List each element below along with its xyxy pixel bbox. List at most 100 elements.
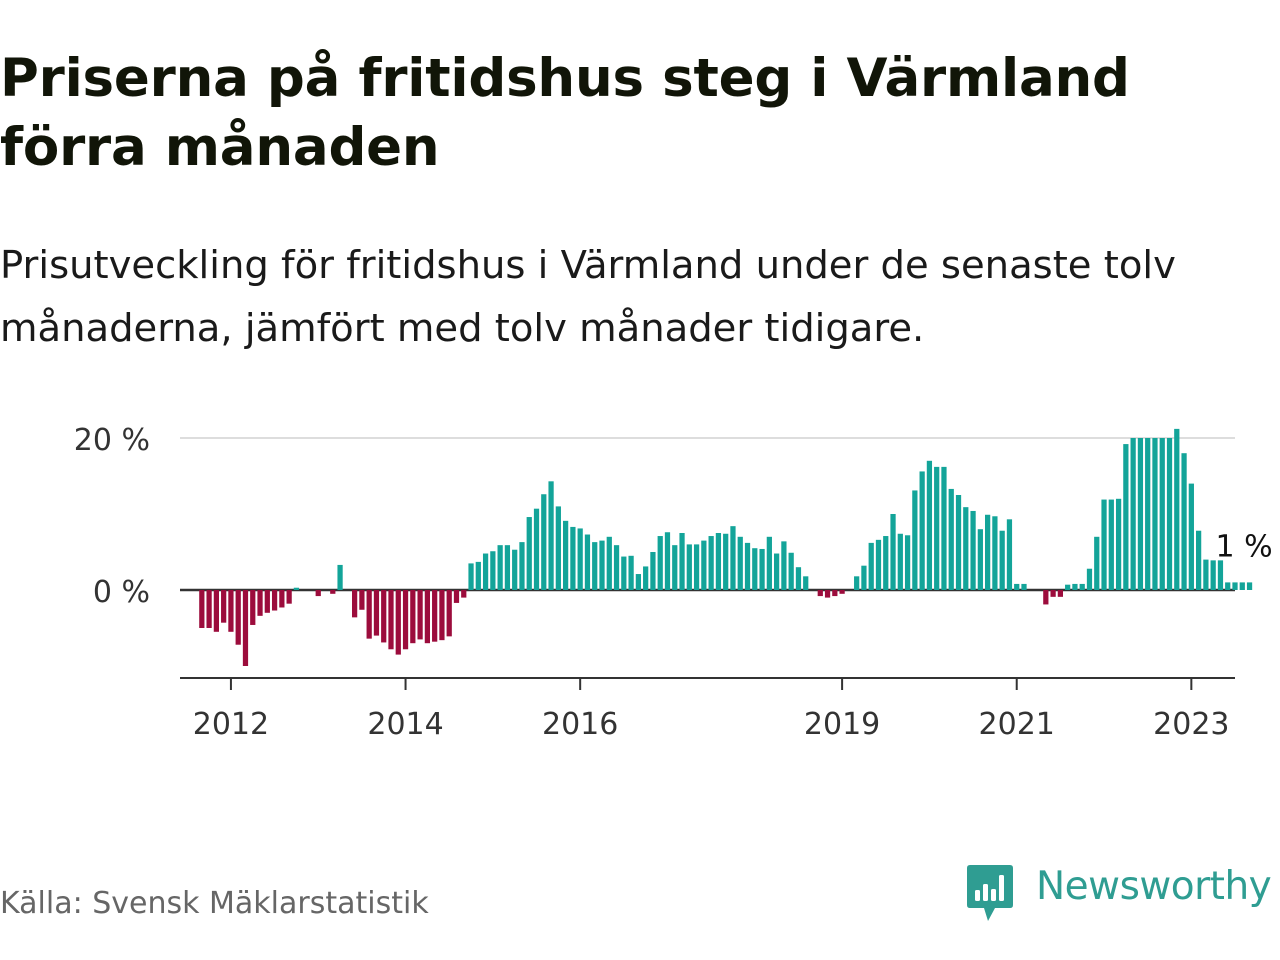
bar xyxy=(206,590,212,628)
bar xyxy=(570,526,576,590)
bar xyxy=(701,540,707,590)
bar xyxy=(352,590,358,618)
bar xyxy=(533,508,540,590)
bar xyxy=(439,590,445,641)
bar xyxy=(315,590,321,597)
bar xyxy=(897,533,903,590)
y-tick-label: 0 % xyxy=(93,575,150,610)
bar xyxy=(1188,483,1194,590)
bar xyxy=(999,530,1005,590)
bar xyxy=(708,536,714,590)
chart-title: Priserna på fritidshus steg i Värmland f… xyxy=(0,48,1130,178)
bar xyxy=(242,590,249,666)
bar xyxy=(359,590,365,610)
brand-logo[interactable]: Newsworthy xyxy=(964,862,1272,926)
bar xyxy=(1072,583,1078,590)
bar xyxy=(824,590,831,598)
bar xyxy=(453,590,460,603)
bar xyxy=(766,536,772,590)
bar xyxy=(504,545,511,590)
bar xyxy=(774,553,780,590)
bar xyxy=(948,488,954,590)
bar xyxy=(235,590,241,645)
bar xyxy=(904,535,911,590)
bar xyxy=(1086,568,1093,590)
bar xyxy=(490,551,496,590)
bar xyxy=(1079,583,1085,590)
bar xyxy=(199,590,205,628)
bar xyxy=(934,466,940,590)
bar xyxy=(381,590,387,643)
bar xyxy=(563,520,569,590)
bar xyxy=(395,590,401,655)
bar xyxy=(985,514,991,590)
bar xyxy=(839,590,845,594)
bar xyxy=(1203,559,1209,590)
brand-name: Newsworthy xyxy=(1036,864,1272,909)
chart-subtitle: Prisutveckling för fritidshus i Värmland… xyxy=(0,243,1176,351)
bar xyxy=(1210,560,1216,590)
bar xyxy=(1108,499,1114,590)
x-tick-label: 2019 xyxy=(804,707,880,742)
bar xyxy=(388,590,394,650)
bar xyxy=(337,564,343,590)
bar xyxy=(832,590,838,597)
bar xyxy=(643,566,649,590)
bar xyxy=(875,539,882,590)
bar xyxy=(970,510,976,590)
bar xyxy=(432,590,438,642)
bar xyxy=(293,587,300,590)
bar xyxy=(1217,560,1224,590)
bar xyxy=(373,590,380,636)
bar xyxy=(817,590,823,597)
bar xyxy=(854,576,860,590)
bar xyxy=(417,590,423,640)
bar xyxy=(461,590,467,598)
bar xyxy=(730,526,736,590)
bar xyxy=(737,536,743,590)
bar xyxy=(512,549,518,590)
bar xyxy=(963,507,969,590)
bar xyxy=(621,556,627,590)
bar xyxy=(279,590,285,608)
bar xyxy=(1065,584,1071,590)
bar xyxy=(599,540,605,590)
x-tick-label: 2016 xyxy=(542,707,618,742)
bar xyxy=(1145,438,1151,590)
bar xyxy=(1115,498,1122,590)
source-note: Källa: Svensk Mäklarstatistik xyxy=(0,886,429,921)
bar xyxy=(257,590,263,616)
newsworthy-logo-icon xyxy=(967,865,1013,921)
bar xyxy=(883,536,889,590)
bar xyxy=(1159,438,1165,590)
bar xyxy=(1232,582,1238,590)
x-tick-label: 2021 xyxy=(979,707,1055,742)
bar xyxy=(912,490,918,590)
bar xyxy=(744,542,751,590)
bar xyxy=(1166,438,1173,590)
bar xyxy=(664,532,671,590)
bar xyxy=(650,552,656,590)
bar xyxy=(1006,519,1013,590)
bar xyxy=(1123,444,1129,590)
bar xyxy=(679,533,685,590)
bar xyxy=(613,545,620,590)
bar xyxy=(264,590,270,613)
bar xyxy=(468,563,474,590)
bar xyxy=(955,495,962,590)
bar xyxy=(657,536,663,590)
bar xyxy=(1050,590,1056,597)
bar xyxy=(672,545,678,590)
bar xyxy=(992,516,998,590)
bar xyxy=(250,590,256,625)
bar xyxy=(803,576,809,590)
bar xyxy=(919,471,925,590)
bar xyxy=(475,561,481,590)
bar xyxy=(228,590,234,632)
bar xyxy=(1094,536,1100,590)
bar xyxy=(213,590,219,632)
bar xyxy=(1043,590,1049,605)
bar xyxy=(286,590,292,604)
bar xyxy=(752,548,758,590)
bar xyxy=(606,536,612,590)
